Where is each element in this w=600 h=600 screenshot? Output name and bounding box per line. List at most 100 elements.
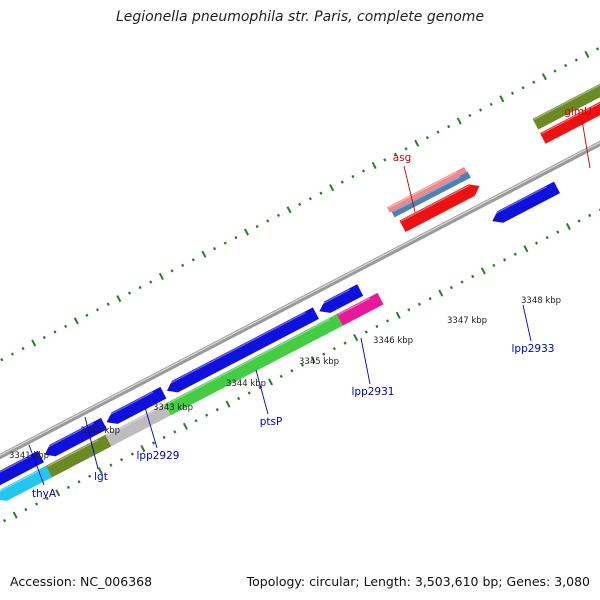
feature-blue-2-shine xyxy=(42,422,94,451)
inner-ring-tick xyxy=(162,435,166,440)
inner-ring-tick xyxy=(130,452,134,456)
inner-ring-tick xyxy=(503,258,507,262)
feature-blue-3 xyxy=(106,386,167,424)
tick-3345kbp: 3345 kbp xyxy=(299,357,339,367)
feature-blue-6-shine xyxy=(490,186,547,217)
feature-glmU xyxy=(532,83,600,130)
feature-lgt xyxy=(45,434,112,478)
feature-blue-3-shine xyxy=(104,391,154,418)
inner-ring-tick xyxy=(428,296,432,301)
outer-ring-tick xyxy=(383,158,387,162)
inner-ring-tick xyxy=(279,374,283,379)
outer-ring-tick xyxy=(510,91,515,95)
outer-ring-tick xyxy=(170,269,174,273)
inner-ring-tick xyxy=(577,219,581,223)
outer-ring-tick xyxy=(85,313,89,317)
inner-ring-tick xyxy=(310,356,316,364)
inner-ring-tick xyxy=(194,419,198,423)
outer-ring-tick xyxy=(553,69,557,73)
inner-ring-tick xyxy=(471,274,475,279)
inner-ring-tick xyxy=(268,378,274,386)
gene-label-ptsP-leader xyxy=(255,369,269,415)
outer-ring-tick xyxy=(21,346,25,351)
outer-ring-tick xyxy=(521,86,525,90)
outer-ring-tick xyxy=(456,117,462,125)
feature-lpp2929 xyxy=(105,403,171,447)
feature-blue-1-shine xyxy=(0,455,31,473)
gene-label-lpp2931-leader xyxy=(360,337,371,385)
inner-ring-tick xyxy=(449,285,453,290)
outer-ring-tick xyxy=(42,335,46,340)
feature-lpp2931-shine xyxy=(337,297,371,316)
gene-label-asg-leader xyxy=(403,165,416,213)
outer-ring-tick xyxy=(425,136,429,140)
outer-ring-tick xyxy=(138,285,142,290)
outer-ring-tick xyxy=(436,130,440,134)
inner-ring-tick xyxy=(364,330,368,334)
outer-ring-tick xyxy=(564,63,568,68)
backbone-layer xyxy=(0,140,600,460)
outer-ring-tick xyxy=(584,50,590,59)
feature-ptsP-shine xyxy=(165,318,330,406)
inner-ring-tick xyxy=(523,245,529,253)
tick-3342kbp: 3342 kbp xyxy=(80,426,120,436)
feature-lgt-shine xyxy=(47,439,99,468)
feature-pink-shine xyxy=(388,171,458,209)
inner-ring-tick xyxy=(322,352,326,356)
inner-ring-tick xyxy=(534,241,539,245)
tick-3344kbp: 3344 kbp xyxy=(226,379,266,389)
outer-ring-tick xyxy=(191,258,195,262)
feature-blue-2 xyxy=(44,417,107,457)
feature-blue-6 xyxy=(492,181,560,223)
inner-ring-tick xyxy=(2,518,7,523)
outer-ring-tick xyxy=(10,352,15,356)
backbone-line xyxy=(0,140,600,460)
outer-ring-tick xyxy=(447,124,451,129)
inner-ring-tick xyxy=(66,485,70,490)
inner-ring-tick xyxy=(173,430,177,434)
outer-ring-tick xyxy=(574,58,578,62)
inner-ring-tick xyxy=(237,396,241,401)
tick-3343kbp: 3343 kbp xyxy=(153,403,193,413)
inner-ring-tick xyxy=(492,263,496,268)
outer-ring-tick xyxy=(404,147,408,151)
tick-rings xyxy=(0,47,600,523)
outer-ring-tick xyxy=(181,263,185,268)
backbone-highlight xyxy=(0,141,600,456)
inner-ring-tick xyxy=(24,507,28,512)
outer-ring-tick xyxy=(95,308,100,312)
outer-ring-tick xyxy=(468,113,472,118)
feature-lpp2929-shine xyxy=(106,408,158,437)
accession-text: Accession: NC_006368 xyxy=(10,574,153,589)
gene-label-lgt-leader xyxy=(84,416,99,470)
outer-ring-tick xyxy=(158,272,164,281)
inner-ring-tick xyxy=(300,363,305,367)
gene-label-layer: thyA lgt lpp2929 ptsP lpp2931 lpp2933 asg glmU xyxy=(28,106,592,500)
feature-asg xyxy=(399,184,480,232)
outer-ring-tick xyxy=(64,324,68,329)
inner-ring-tick xyxy=(588,213,592,218)
inner-ring-tick xyxy=(375,324,379,329)
outer-ring-tick xyxy=(340,180,344,184)
inner-ring-tick xyxy=(45,496,49,501)
inner-ring-tick xyxy=(97,467,103,475)
gene-label-thyA-leader xyxy=(28,444,45,486)
outer-ring-tick xyxy=(223,241,227,245)
gene-label-lgt: lgt xyxy=(94,471,108,483)
feature-ptsP xyxy=(164,314,343,416)
outer-ring-tick xyxy=(31,339,37,347)
inner-ring-tick xyxy=(12,511,18,519)
inner-ring-tick xyxy=(385,319,390,323)
inner-ring-tick xyxy=(140,444,146,453)
inner-ring-tick xyxy=(247,391,251,395)
outer-ring-tick xyxy=(234,235,238,240)
outer-ring-tick xyxy=(329,184,335,192)
outer-ring-tick xyxy=(266,219,270,223)
inner-ring-tick xyxy=(205,413,209,417)
inner-ring-tick xyxy=(513,252,517,256)
outer-ring-tick xyxy=(489,102,493,107)
tick-3347kbp: 3347 kbp xyxy=(447,316,487,326)
feature-layer xyxy=(0,83,600,501)
gene-label-glmU-leader xyxy=(581,119,591,169)
